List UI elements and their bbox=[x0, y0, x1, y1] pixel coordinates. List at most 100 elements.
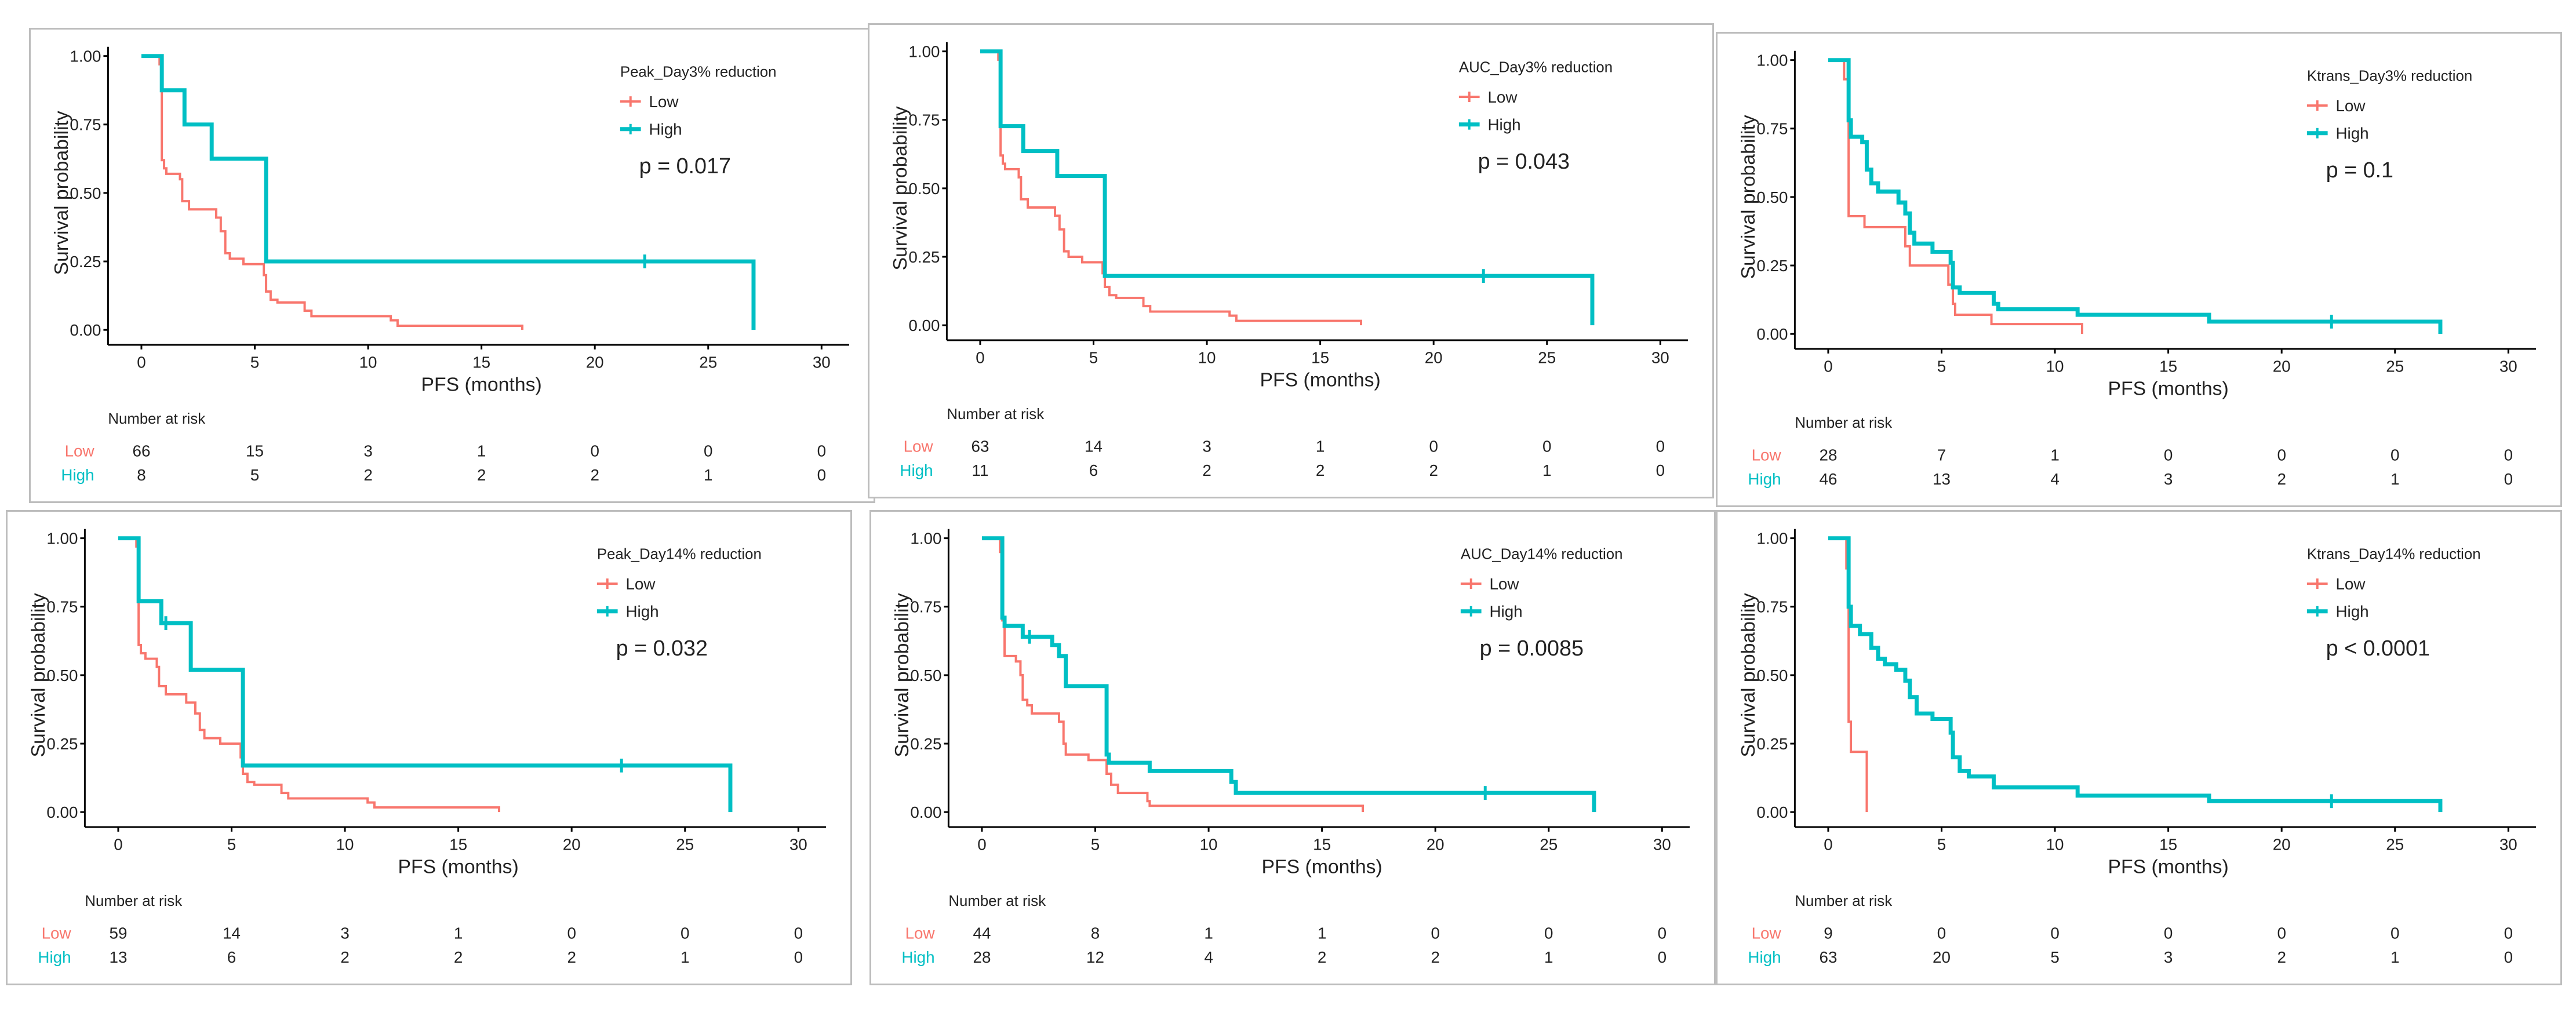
km-panel-peak-day3: 0.00 0.25 0.50 0.75 1.00 0 5 10 15 20 25 30 PFS (mon… bbox=[29, 28, 875, 503]
x-tick-label: 20 bbox=[2273, 836, 2291, 854]
risk-count: 13 bbox=[1933, 470, 1951, 488]
risk-count: 0 bbox=[704, 442, 712, 460]
x-tick-label: 10 bbox=[2046, 358, 2064, 376]
risk-count: 13 bbox=[109, 948, 127, 966]
y-tick-label: 1.00 bbox=[70, 48, 101, 65]
risk-count: 3 bbox=[363, 442, 372, 460]
x-tick-label: 10 bbox=[2046, 836, 2064, 854]
x-tick-label: 15 bbox=[472, 354, 490, 372]
risk-count: 0 bbox=[1431, 924, 1439, 942]
y-axis-title: Survival probability bbox=[1737, 115, 1759, 279]
legend-label-low: Low bbox=[2335, 97, 2366, 115]
risk-table-title: Number at risk bbox=[108, 411, 205, 427]
risk-count: 1 bbox=[1204, 924, 1213, 942]
risk-count: 0 bbox=[2504, 470, 2513, 488]
risk-count: 5 bbox=[250, 466, 259, 484]
legend-label-high: High bbox=[2335, 603, 2368, 621]
x-tick-label: 0 bbox=[977, 836, 986, 854]
km-curve-high bbox=[1828, 58, 2443, 334]
risk-count: 12 bbox=[1086, 948, 1104, 966]
risk-count: 6 bbox=[227, 948, 236, 966]
risk-count: 44 bbox=[973, 924, 991, 942]
risk-count: 63 bbox=[971, 438, 989, 456]
risk-count: 8 bbox=[137, 466, 145, 484]
y-axis-title: Survival probability bbox=[27, 593, 49, 757]
legend-label-high: High bbox=[2335, 125, 2368, 143]
y-tick-label: 0.25 bbox=[908, 248, 940, 266]
risk-count: 1 bbox=[1544, 948, 1553, 966]
y-axis-title: Survival probability bbox=[1737, 593, 1759, 757]
risk-count: 0 bbox=[817, 442, 826, 460]
x-tick-label: 20 bbox=[2273, 358, 2291, 376]
risk-count: 66 bbox=[132, 442, 150, 460]
x-tick-label: 20 bbox=[563, 836, 581, 854]
legend-label-high: High bbox=[649, 121, 682, 139]
y-tick-label: 0.00 bbox=[1756, 325, 1788, 343]
km-curve-low bbox=[980, 50, 1363, 326]
legend-label-high: High bbox=[625, 603, 658, 621]
risk-table-title: Number at risk bbox=[1795, 415, 1892, 431]
risk-count: 3 bbox=[2164, 948, 2173, 966]
legend-title: Peak_Day3% reduction bbox=[620, 64, 777, 80]
y-tick-label: 0.50 bbox=[70, 184, 101, 202]
legend-title: Ktrans_Day3% reduction bbox=[2307, 68, 2472, 84]
y-tick-label: 1.00 bbox=[908, 43, 940, 61]
x-tick-label: 20 bbox=[1425, 349, 1443, 367]
risk-count: 0 bbox=[817, 466, 826, 484]
km-panel-auc-day14: 0.00 0.25 0.50 0.75 1.00 0 5 10 15 20 25 30 PFS (mon… bbox=[869, 510, 1716, 985]
x-tick-label: 0 bbox=[976, 349, 984, 367]
legend-label-low: Low bbox=[2335, 575, 2366, 593]
risk-count: 0 bbox=[2164, 446, 2173, 464]
risk-row-label-high: High bbox=[1748, 948, 1781, 966]
x-tick-label: 15 bbox=[2159, 836, 2177, 854]
y-tick-label: 0.00 bbox=[1756, 803, 1788, 821]
risk-row-label-high: High bbox=[38, 948, 71, 966]
x-tick-label: 30 bbox=[1651, 349, 1669, 367]
x-tick-label: 30 bbox=[2499, 358, 2517, 376]
y-tick-label: 0.25 bbox=[1756, 735, 1788, 753]
p-value: p = 0.1 bbox=[2326, 158, 2393, 182]
y-tick-label: 0.00 bbox=[70, 321, 101, 339]
risk-count: 1 bbox=[704, 466, 712, 484]
y-axis-title: Survival probability bbox=[50, 111, 72, 275]
x-tick-label: 25 bbox=[1540, 836, 1558, 854]
y-tick-label: 0.25 bbox=[910, 735, 941, 753]
risk-count: 7 bbox=[1937, 446, 1946, 464]
risk-row-label-low: Low bbox=[1752, 924, 1782, 942]
risk-count: 46 bbox=[1819, 470, 1837, 488]
x-tick-label: 0 bbox=[1824, 836, 1832, 854]
x-tick-label: 30 bbox=[813, 354, 831, 372]
y-tick-label: 0.50 bbox=[46, 667, 78, 684]
km-curve-high bbox=[981, 536, 1596, 813]
risk-count: 0 bbox=[1937, 924, 1946, 942]
risk-count: 9 bbox=[1824, 924, 1832, 942]
x-tick-label: 25 bbox=[1538, 349, 1556, 367]
risk-count: 20 bbox=[1933, 948, 1951, 966]
x-axis-title: PFS (months) bbox=[421, 373, 542, 395]
risk-count: 2 bbox=[477, 466, 486, 484]
risk-count: 3 bbox=[340, 924, 349, 942]
y-tick-label: 0.50 bbox=[908, 180, 940, 198]
risk-count: 1 bbox=[2391, 948, 2399, 966]
risk-table-title: Number at risk bbox=[85, 893, 182, 909]
risk-row-label-low: Low bbox=[65, 442, 95, 460]
risk-row-label-high: High bbox=[61, 466, 94, 484]
km-curve-high bbox=[141, 54, 756, 330]
x-tick-label: 30 bbox=[789, 836, 807, 854]
risk-count: 0 bbox=[794, 948, 803, 966]
risk-count: 2 bbox=[2277, 470, 2286, 488]
x-axis-title: PFS (months) bbox=[1260, 369, 1381, 391]
y-tick-label: 1.00 bbox=[46, 530, 78, 548]
risk-row-label-low: Low bbox=[1752, 446, 1782, 464]
x-tick-label: 10 bbox=[1198, 349, 1216, 367]
y-tick-label: 0.75 bbox=[1756, 598, 1788, 616]
y-tick-label: 0.75 bbox=[1756, 120, 1788, 138]
p-value: p = 0.0085 bbox=[1480, 636, 1584, 660]
risk-count: 0 bbox=[2164, 924, 2173, 942]
x-tick-label: 5 bbox=[227, 836, 236, 854]
risk-count: 0 bbox=[794, 924, 803, 942]
